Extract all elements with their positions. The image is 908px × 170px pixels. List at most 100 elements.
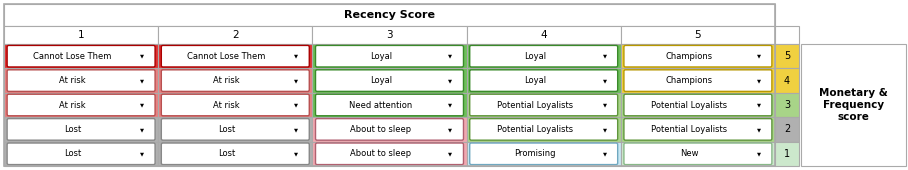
Bar	[158, 44, 312, 68]
Text: ▼: ▼	[449, 78, 452, 83]
Text: ▼: ▼	[449, 127, 452, 132]
Bar	[4, 117, 158, 142]
Text: Potential Loyalists: Potential Loyalists	[497, 100, 573, 109]
Text: Loyal: Loyal	[524, 52, 546, 61]
Text: ▼: ▼	[294, 54, 298, 59]
Text: Champions: Champions	[666, 76, 713, 85]
Text: ▼: ▼	[756, 54, 761, 59]
Bar	[775, 26, 799, 44]
Text: ▼: ▼	[449, 103, 452, 107]
Bar	[158, 117, 312, 142]
Bar	[312, 142, 467, 166]
Bar	[775, 44, 799, 68]
Text: ▼: ▼	[140, 151, 144, 156]
Text: ▼: ▼	[603, 54, 607, 59]
Text: ▼: ▼	[603, 78, 607, 83]
FancyBboxPatch shape	[469, 70, 617, 91]
FancyBboxPatch shape	[162, 119, 310, 140]
Text: ▼: ▼	[756, 103, 761, 107]
FancyBboxPatch shape	[7, 119, 155, 140]
Bar	[312, 68, 467, 93]
Bar	[312, 93, 467, 117]
Text: Potential Loyalists: Potential Loyalists	[651, 125, 727, 134]
Bar	[775, 117, 799, 142]
FancyBboxPatch shape	[7, 143, 155, 165]
Text: Lost: Lost	[64, 149, 81, 158]
Text: Loyal: Loyal	[370, 76, 392, 85]
FancyBboxPatch shape	[162, 70, 310, 91]
Text: Recency Score: Recency Score	[344, 10, 435, 20]
Text: Loyal: Loyal	[370, 52, 392, 61]
Text: 5: 5	[784, 51, 790, 61]
Bar	[4, 44, 158, 68]
Text: ▼: ▼	[603, 103, 607, 107]
Text: Potential Loyalists: Potential Loyalists	[497, 125, 573, 134]
Bar	[158, 68, 312, 93]
Text: ▼: ▼	[140, 103, 144, 107]
FancyBboxPatch shape	[315, 45, 463, 67]
Text: ▼: ▼	[756, 78, 761, 83]
Text: About to sleep: About to sleep	[350, 149, 411, 158]
Bar	[4, 4, 775, 26]
Text: 4: 4	[784, 76, 790, 86]
Bar	[467, 44, 621, 68]
Text: ▼: ▼	[294, 103, 298, 107]
FancyBboxPatch shape	[315, 119, 463, 140]
Text: 4: 4	[540, 30, 547, 40]
FancyBboxPatch shape	[624, 45, 772, 67]
Text: Promising: Promising	[514, 149, 556, 158]
Bar	[312, 26, 467, 44]
Text: ▼: ▼	[294, 127, 298, 132]
Bar	[621, 26, 775, 44]
FancyBboxPatch shape	[7, 45, 155, 67]
Text: Cannot Lose Them: Cannot Lose Them	[34, 52, 112, 61]
Text: 5: 5	[695, 30, 701, 40]
FancyBboxPatch shape	[7, 94, 155, 116]
Text: 3: 3	[386, 30, 393, 40]
FancyBboxPatch shape	[162, 94, 310, 116]
Bar	[4, 142, 158, 166]
Bar	[467, 117, 621, 142]
FancyBboxPatch shape	[315, 70, 463, 91]
Text: At risk: At risk	[59, 100, 85, 109]
Text: At risk: At risk	[59, 76, 85, 85]
FancyBboxPatch shape	[162, 143, 310, 165]
Bar	[467, 93, 621, 117]
Bar	[4, 68, 158, 93]
Text: About to sleep: About to sleep	[350, 125, 411, 134]
Bar	[775, 93, 799, 117]
Text: ▼: ▼	[449, 151, 452, 156]
Text: Monetary &
Frequency
score: Monetary & Frequency score	[819, 88, 888, 122]
Text: 2: 2	[232, 30, 239, 40]
FancyBboxPatch shape	[469, 45, 617, 67]
FancyBboxPatch shape	[7, 70, 155, 91]
Text: Need attention: Need attention	[350, 100, 412, 109]
FancyBboxPatch shape	[624, 70, 772, 91]
Bar	[801, 44, 906, 166]
FancyBboxPatch shape	[162, 45, 310, 67]
FancyBboxPatch shape	[624, 143, 772, 165]
Text: ▼: ▼	[603, 127, 607, 132]
FancyBboxPatch shape	[624, 119, 772, 140]
FancyBboxPatch shape	[315, 94, 463, 116]
Text: At risk: At risk	[213, 100, 240, 109]
Bar	[621, 142, 775, 166]
Bar	[467, 68, 621, 93]
Text: ▼: ▼	[449, 54, 452, 59]
Bar	[621, 44, 775, 68]
Bar	[158, 142, 312, 166]
Bar	[467, 26, 621, 44]
Text: Lost: Lost	[218, 149, 235, 158]
Text: ▼: ▼	[140, 54, 144, 59]
Text: 1: 1	[784, 149, 790, 159]
Text: Cannot Lose Them: Cannot Lose Them	[187, 52, 266, 61]
Text: Lost: Lost	[64, 125, 81, 134]
Text: ▼: ▼	[603, 151, 607, 156]
Text: Loyal: Loyal	[524, 76, 546, 85]
Bar	[4, 4, 775, 166]
Bar	[775, 68, 799, 93]
Bar	[621, 68, 775, 93]
Bar	[4, 26, 158, 44]
Text: ▼: ▼	[294, 151, 298, 156]
Bar	[312, 117, 467, 142]
